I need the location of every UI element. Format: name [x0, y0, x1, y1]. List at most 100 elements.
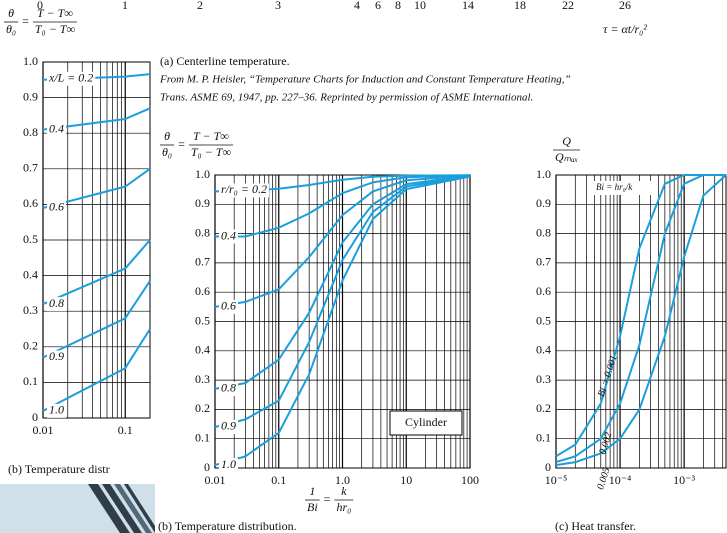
series-label: 1.0	[221, 457, 236, 471]
y-tick-label: 0.2	[23, 339, 38, 353]
y-tick-label: 0.7	[195, 255, 210, 269]
y-tick-label: 0.6	[23, 196, 38, 210]
plot-frame	[555, 174, 727, 469]
x-tick-label: 10⁻³	[673, 473, 695, 487]
label-eq: =	[22, 14, 29, 28]
tick-label: 4	[354, 0, 360, 12]
tick-label: 0	[37, 0, 43, 12]
y-tick-label: 1.0	[195, 167, 210, 181]
curve	[42, 239, 151, 306]
curve	[555, 174, 727, 467]
tick-label: 3	[275, 0, 281, 12]
y-tick-label: 0.4	[23, 267, 38, 281]
label-background	[47, 200, 66, 215]
label-eq: =	[178, 137, 185, 151]
label-num: T − T∞	[193, 129, 229, 143]
y-tick-label: 0.9	[536, 196, 551, 210]
x-tick-label: 10⁻⁵	[545, 473, 568, 487]
series-label: 1.0	[49, 403, 64, 417]
y-tick-label: 0.8	[536, 225, 551, 239]
label-background	[219, 183, 269, 198]
y-tick-label: 0.6	[536, 284, 551, 298]
label-den: Qₘₐₓ	[555, 150, 578, 164]
label-background	[47, 122, 66, 137]
y-tick-label: 0.1	[23, 374, 38, 388]
label-den: T₀ − T∞	[191, 145, 232, 159]
label-num: Q	[562, 134, 571, 148]
tick-label: 10	[414, 0, 426, 12]
tick-label: 6	[375, 0, 381, 12]
annotation-box	[594, 181, 652, 195]
curve	[214, 175, 471, 467]
label-background	[219, 229, 238, 244]
credit: Trans. ASME 69, 1947, pp. 227–36. Reprin…	[160, 92, 533, 104]
x-tick-label: 0.01	[33, 423, 54, 437]
tick-label: 8	[395, 0, 401, 12]
curve	[555, 174, 726, 464]
credit: From M. P. Heisler, “Temperature Charts …	[159, 74, 571, 86]
y-tick-label: 0.1	[195, 430, 210, 444]
y-tick-label: 0.3	[195, 372, 210, 386]
label-background	[47, 350, 66, 365]
y-tick-label: 0.7	[536, 255, 551, 269]
y-tick-label: 0.1	[536, 430, 551, 444]
y-tick-label: 0.5	[536, 313, 551, 327]
y-tick-label: 0.9	[23, 89, 38, 103]
curve	[555, 174, 726, 458]
curve	[215, 174, 471, 238]
caption: (b) Temperature distr	[8, 462, 110, 476]
y-tick-label: 0	[32, 410, 38, 424]
curve	[42, 280, 151, 359]
label-box	[389, 410, 463, 436]
label-num: θ	[164, 129, 170, 143]
label-eq: =	[324, 492, 331, 506]
label-den: θ₀	[162, 145, 172, 159]
y-tick-label: 0.7	[23, 161, 38, 175]
y-tick-label: 1.0	[536, 167, 551, 181]
x-tick-label: 10⁻⁴	[609, 473, 632, 487]
x-tick-label: 0.1	[118, 423, 133, 437]
x-tick-label: 1.0	[335, 473, 350, 487]
x-tick-label: 100	[461, 473, 479, 487]
curve	[42, 107, 151, 131]
y-tick-label: 0.8	[23, 125, 38, 139]
plot-frame	[214, 174, 471, 469]
series-label: x/L = 0.2	[48, 71, 93, 85]
chart-label: Cylinder	[405, 415, 447, 429]
series-label: r/r₀ = 0.2	[221, 182, 267, 196]
y-tick-label: 1.0	[23, 54, 38, 68]
label-background	[219, 458, 238, 473]
y-tick-label: 0.5	[23, 232, 38, 246]
label-num: 1	[309, 484, 315, 498]
series-label: 0.6	[221, 299, 236, 313]
y-tick-label: 0.2	[536, 401, 551, 415]
curve	[42, 328, 151, 412]
chart: x/L = 0.2 0.4 0.6 0.8 0.9 1.0 0 0.1 0.2 0.3 0.4 0.5…	[4, 6, 151, 476]
tick-label: 26	[619, 0, 631, 12]
axis-title: τ = αt/r₀²	[603, 22, 647, 36]
label-background	[47, 71, 96, 86]
y-tick-label: 0	[204, 460, 210, 474]
y-tick-label: 0.3	[536, 372, 551, 386]
series-label: 0.9	[49, 349, 64, 363]
series-label: 0.8	[49, 296, 64, 310]
tick-label: 22	[562, 0, 574, 12]
y-tick-label: 0.8	[195, 225, 210, 239]
plot-area: x/L = 0.2 0.4 0.6 0.8 0.9 1.0	[42, 61, 151, 419]
tick-label: 1	[122, 0, 128, 12]
chart: r/r₀ = 0.2 0.4 0.6 0.8 0.9 1.0 0 0.1 0.2 0.3 0.4 0.…	[158, 129, 479, 533]
series-label: 0.9	[221, 419, 236, 433]
curve	[42, 167, 151, 209]
label-num: θ	[8, 6, 14, 20]
y-tick-label: 0.5	[195, 313, 210, 327]
label-background	[47, 297, 66, 312]
tick-label: 14	[462, 0, 474, 12]
label-background	[219, 419, 238, 434]
caption: (c) Heat transfer.	[555, 519, 636, 533]
tick-label: 2	[197, 0, 203, 12]
x-tick-label: 0.1	[271, 473, 286, 487]
series-label: 0.8	[221, 381, 236, 395]
label-background	[219, 299, 238, 314]
label-background	[47, 403, 66, 418]
